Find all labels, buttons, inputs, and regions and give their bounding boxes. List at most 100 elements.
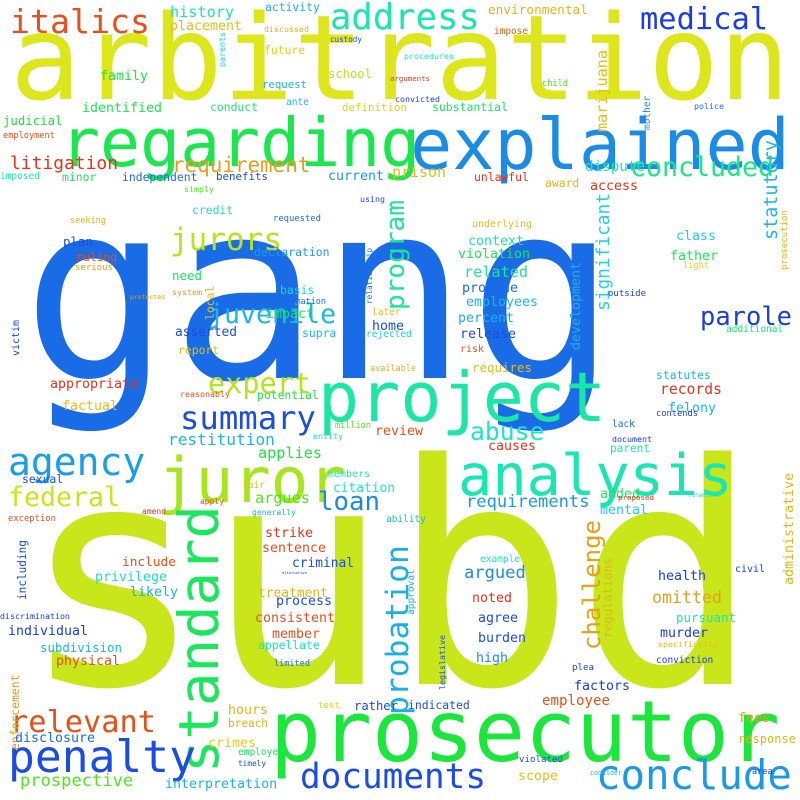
word-individual: individual bbox=[8, 624, 89, 639]
word-project: project bbox=[318, 359, 607, 438]
word-specifically: specifically bbox=[658, 639, 718, 649]
word-child: child bbox=[542, 79, 568, 89]
word-mother: mother bbox=[642, 95, 653, 130]
word-abuse: abuse bbox=[470, 417, 545, 446]
word-imposed: imposed bbox=[0, 171, 40, 182]
word-marijuana: marijuana bbox=[593, 50, 611, 132]
word-available: available bbox=[370, 364, 416, 374]
word-underlying: underlying bbox=[472, 219, 533, 230]
word-future: future bbox=[264, 43, 306, 57]
word-activity: activity bbox=[265, 0, 320, 14]
word-ruling: ruling bbox=[76, 250, 118, 264]
word-likely: likely bbox=[130, 585, 179, 600]
word-privilege: privilege bbox=[95, 570, 168, 585]
word-lack: lack bbox=[612, 419, 635, 430]
word-summary: summary bbox=[180, 399, 316, 437]
word-award: award bbox=[545, 176, 580, 190]
word-apply: apply bbox=[200, 497, 224, 506]
word-indicated: indicated bbox=[408, 698, 470, 712]
word-documents: documents bbox=[300, 757, 487, 797]
word-ante: ante bbox=[286, 97, 309, 108]
word-relevant: relevant bbox=[10, 705, 156, 740]
word-physical: physical bbox=[56, 654, 120, 669]
word-rejected: rejected bbox=[366, 329, 412, 340]
word-unlawful: unlawful bbox=[474, 170, 529, 184]
word-simply: simply bbox=[184, 184, 214, 194]
word-sexual: sexual bbox=[22, 472, 64, 486]
word-parents: parents bbox=[217, 32, 227, 67]
word-family: family bbox=[100, 69, 149, 84]
word-requirement: requirement bbox=[172, 153, 311, 177]
word-expert: expert bbox=[208, 367, 311, 400]
word-development: development bbox=[569, 261, 584, 350]
word-father: father bbox=[670, 249, 719, 264]
word-legislative: legislative bbox=[437, 635, 447, 690]
word-consider: consider bbox=[590, 769, 622, 777]
word-serious: serious bbox=[75, 263, 113, 273]
word-subd: subd bbox=[20, 400, 760, 757]
word-arguments: arguments bbox=[390, 74, 430, 83]
word-address: address bbox=[330, 0, 480, 38]
word-approval: approval bbox=[406, 569, 417, 615]
word-members: members bbox=[328, 469, 371, 480]
word-financial: financial bbox=[688, 493, 721, 499]
word-murder: murder bbox=[660, 626, 709, 641]
word-explained: explained bbox=[410, 104, 790, 186]
word-asserted: asserted bbox=[175, 325, 237, 340]
word-conviction: conviction bbox=[656, 655, 714, 666]
word-interpretation: interpretation bbox=[165, 777, 278, 792]
word-related: related bbox=[464, 263, 529, 281]
word-local: local bbox=[203, 285, 217, 320]
word-fair: fair bbox=[242, 480, 265, 491]
word-italics: italics bbox=[10, 2, 150, 41]
word-victim: victim bbox=[11, 319, 22, 356]
word-restitution: restitution bbox=[168, 430, 275, 449]
word-scope: scope bbox=[518, 769, 559, 784]
word-document: document bbox=[612, 434, 652, 444]
word-hours: hours bbox=[228, 703, 269, 718]
word-breach: breach bbox=[228, 717, 268, 730]
word-appropriate: appropriate bbox=[50, 377, 139, 392]
word-ability: ability bbox=[386, 514, 426, 525]
word-employer: employer bbox=[238, 747, 284, 758]
word-agency: agency bbox=[8, 440, 146, 484]
word-member: member bbox=[272, 627, 321, 642]
word-treatment: treatment bbox=[258, 586, 328, 601]
word-litigation: litigation bbox=[10, 153, 118, 174]
word-potential: potential bbox=[257, 388, 319, 402]
word-timely: timely bbox=[238, 759, 266, 768]
word-disclosure: disclosure bbox=[15, 731, 96, 746]
word-plan: plan bbox=[63, 234, 93, 249]
word-class: class bbox=[676, 229, 717, 244]
word-access: access bbox=[590, 179, 639, 194]
word-argued: argued bbox=[464, 563, 526, 583]
word-release: release bbox=[460, 327, 517, 342]
word-analysis: analysis bbox=[458, 443, 733, 509]
word-using: using bbox=[360, 194, 385, 204]
word-later: later bbox=[372, 307, 401, 318]
word-limited: limited bbox=[274, 659, 310, 669]
word-prospective: prospective bbox=[20, 771, 134, 791]
word-benefits: benefits bbox=[216, 170, 269, 183]
word-outside: outside bbox=[608, 289, 646, 299]
word-request: request bbox=[262, 78, 307, 91]
word-medical: medical bbox=[640, 2, 769, 37]
word-procedures: procedures bbox=[404, 51, 454, 61]
word-felony: felony bbox=[668, 401, 717, 416]
word-substantial: substantial bbox=[432, 100, 508, 114]
word-appellate: appellate bbox=[258, 638, 320, 652]
word-supra: supra bbox=[302, 326, 337, 340]
word-concluded: concluded bbox=[630, 152, 775, 183]
word-minor: minor bbox=[62, 170, 97, 184]
word-need: need bbox=[172, 268, 202, 283]
word-criminal: criminal bbox=[292, 556, 354, 571]
word-exception: exception bbox=[8, 514, 56, 524]
word-including: including bbox=[16, 540, 29, 600]
word-review: review bbox=[375, 424, 424, 439]
word-test: test bbox=[318, 701, 340, 711]
word-generally: generally bbox=[252, 507, 296, 517]
word-juror: juror bbox=[158, 444, 346, 517]
word-prosecution: prosecution bbox=[780, 210, 790, 270]
word-health: health bbox=[658, 569, 707, 584]
